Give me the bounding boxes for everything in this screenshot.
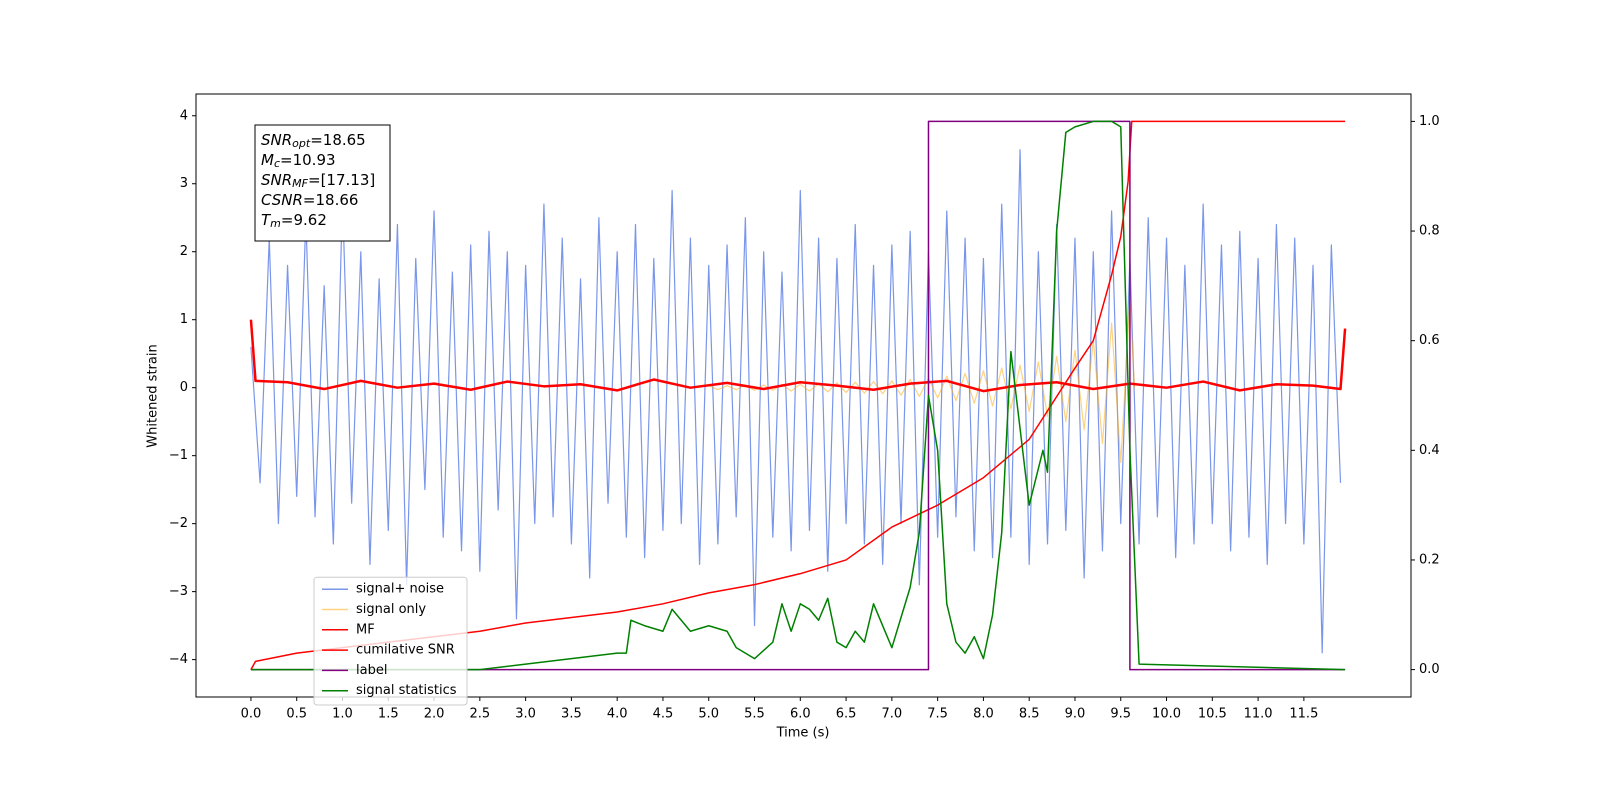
annotation-line: Tm=9.62 — [261, 211, 327, 231]
y-axis-label: Whitened strain — [146, 344, 161, 447]
annotation-symbol: CSNR — [261, 191, 303, 209]
x-tick-label: 1.0 — [332, 707, 353, 722]
annotation-subscript: opt — [292, 137, 311, 150]
annotation-value: =9.62 — [281, 211, 327, 229]
x-tick-label: 3.0 — [515, 707, 536, 722]
annotation-symbol: M — [261, 151, 274, 169]
y-tick-label: 2 — [180, 244, 188, 259]
annotation-value: =[17.13] — [308, 171, 375, 189]
series-line — [250, 120, 1346, 671]
x-tick-label: 4.0 — [607, 707, 628, 722]
x-axis-label: Time (s) — [776, 726, 830, 741]
annotation-subscript: m — [270, 217, 281, 230]
x-tick-label: 8.0 — [973, 707, 994, 722]
annotation-line: CSNR=18.66 — [261, 191, 358, 209]
legend-frame — [313, 576, 468, 706]
y2-tick-label: 0.6 — [1419, 333, 1440, 348]
legend-label: MF — [356, 622, 375, 637]
x-tick-label: 0.0 — [241, 707, 262, 722]
x-tick-label: 1.5 — [378, 707, 399, 722]
x-tick-label: 2.0 — [424, 707, 445, 722]
x-tick-label: 10.5 — [1198, 707, 1227, 722]
annotation-symbol: SNR — [261, 131, 292, 149]
legend: signal+ noise signal only MF cumilative SNR… — [313, 576, 468, 706]
x-tick-label: 4.5 — [653, 707, 674, 722]
annotation-line: SNRMF=[17.13] — [261, 171, 375, 191]
x-tick-label: 11.0 — [1244, 707, 1273, 722]
y-tick-label: 1 — [180, 312, 188, 327]
annotation-box: SNRopt=18.65Mc=10.93SNRMF=[17.13]CSNR=18… — [254, 124, 391, 242]
y-tick-label: −2 — [169, 516, 188, 531]
annotation-value: =18.65 — [310, 131, 366, 149]
x-tick-label: 8.5 — [1019, 707, 1040, 722]
y-tick-label: −4 — [169, 652, 188, 667]
annotation-subscript: c — [274, 157, 280, 170]
annotation-symbol: SNR — [261, 171, 292, 189]
y-tick-label: 0 — [180, 380, 188, 395]
y2-tick-label: 1.0 — [1419, 114, 1440, 129]
annotation-subscript: MF — [292, 177, 308, 190]
y-tick-label: −1 — [169, 448, 188, 463]
annotation-line: SNRopt=18.65 — [261, 131, 366, 151]
y2-tick-label: 0.4 — [1419, 443, 1440, 458]
x-tick-label: 0.5 — [286, 707, 307, 722]
axes-frame — [195, 93, 1412, 698]
annotation-symbol: T — [261, 211, 272, 229]
legend-label: label — [356, 663, 387, 678]
series-line — [249, 319, 1347, 393]
x-tick-label: 5.0 — [698, 707, 719, 722]
y-tick-label: −3 — [169, 584, 188, 599]
x-tick-label: 9.5 — [1110, 707, 1131, 722]
x-tick-label: 10.0 — [1152, 707, 1181, 722]
x-tick-label: 6.5 — [836, 707, 857, 722]
x-tick-label: 7.0 — [882, 707, 903, 722]
x-tick-label: 3.5 — [561, 707, 582, 722]
y2-tick-label: 0.8 — [1419, 224, 1440, 239]
x-tick-label: 5.5 — [744, 707, 765, 722]
legend-label: cumilative SNR — [356, 643, 455, 658]
y2-tick-label: 0.0 — [1419, 662, 1440, 677]
y-tick-label: 3 — [180, 176, 188, 191]
x-tick-label: 9.0 — [1065, 707, 1086, 722]
x-tick-label: 11.5 — [1289, 707, 1318, 722]
y2-tick-label: 0.2 — [1419, 552, 1440, 567]
legend-label: signal statistics — [356, 683, 457, 698]
x-tick-label: 2.5 — [469, 707, 490, 722]
series-line — [250, 120, 1346, 671]
y-tick-label: 4 — [180, 108, 188, 123]
annotation-frame — [254, 124, 391, 242]
x-tick-label: 6.0 — [790, 707, 811, 722]
legend-label: signal+ noise — [356, 582, 444, 597]
legend-label: signal only — [356, 602, 426, 617]
series-line — [250, 149, 1342, 654]
annotation-line: Mc=10.93 — [261, 151, 336, 171]
annotation-value: =18.66 — [303, 191, 359, 209]
annotation-value: =10.93 — [280, 151, 336, 169]
x-tick-label: 7.5 — [927, 707, 948, 722]
